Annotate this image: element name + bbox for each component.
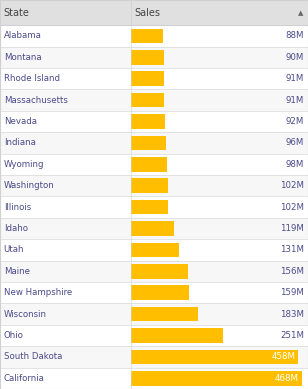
Bar	[131, 179, 168, 193]
Bar	[0, 325, 308, 346]
Bar	[0, 111, 308, 132]
Text: Washington: Washington	[4, 181, 55, 190]
Text: Wisconsin: Wisconsin	[4, 310, 47, 319]
Text: Massachusetts: Massachusetts	[4, 96, 67, 105]
Text: 98M: 98M	[286, 160, 304, 169]
Bar	[131, 243, 179, 257]
Text: Montana: Montana	[4, 53, 41, 62]
Text: 102M: 102M	[280, 203, 304, 212]
Text: California: California	[4, 374, 45, 383]
Text: Sales: Sales	[135, 8, 160, 18]
Bar	[0, 282, 308, 303]
Bar	[0, 261, 308, 282]
Text: 91M: 91M	[286, 74, 304, 83]
Text: Ohio: Ohio	[4, 331, 24, 340]
Text: New Hampshire: New Hampshire	[4, 288, 72, 297]
Text: 119M: 119M	[280, 224, 304, 233]
Text: Maine: Maine	[4, 267, 30, 276]
Text: 131M: 131M	[280, 245, 304, 254]
Bar	[0, 303, 308, 325]
Bar	[131, 93, 164, 107]
Bar	[0, 346, 308, 368]
Bar	[0, 218, 308, 239]
Text: 159M: 159M	[280, 288, 304, 297]
Bar	[0, 25, 308, 47]
Text: Idaho: Idaho	[4, 224, 28, 233]
Text: Nevada: Nevada	[4, 117, 37, 126]
Text: 91M: 91M	[286, 96, 304, 105]
Text: 251M: 251M	[280, 331, 304, 340]
Bar	[131, 286, 189, 300]
Text: Rhode Island: Rhode Island	[4, 74, 60, 83]
Bar	[0, 154, 308, 175]
Bar	[0, 196, 308, 218]
Bar	[131, 328, 223, 343]
Text: Utah: Utah	[4, 245, 24, 254]
Text: 102M: 102M	[280, 181, 304, 190]
Bar	[131, 136, 166, 150]
Text: State: State	[4, 8, 30, 18]
Bar	[131, 350, 298, 364]
Bar	[131, 200, 168, 214]
Bar	[131, 307, 198, 321]
Bar	[131, 114, 164, 129]
Bar	[131, 29, 163, 43]
Text: 458M: 458M	[271, 352, 295, 361]
Bar	[131, 50, 164, 65]
Text: 183M: 183M	[280, 310, 304, 319]
Bar	[0, 239, 308, 261]
Bar	[0, 68, 308, 89]
Bar	[131, 264, 188, 279]
Text: 90M: 90M	[286, 53, 304, 62]
Text: Wyoming: Wyoming	[4, 160, 44, 169]
Bar	[131, 221, 174, 236]
Bar	[131, 371, 302, 385]
Bar	[0, 132, 308, 154]
Text: Illinois: Illinois	[4, 203, 31, 212]
Text: Alabama: Alabama	[4, 32, 42, 40]
Bar	[0, 89, 308, 111]
Text: Indiana: Indiana	[4, 138, 35, 147]
Bar	[0, 368, 308, 389]
Bar	[0, 0, 308, 25]
Text: 96M: 96M	[286, 138, 304, 147]
Bar	[0, 175, 308, 196]
Text: South Dakota: South Dakota	[4, 352, 62, 361]
Bar	[0, 47, 308, 68]
Bar	[131, 72, 164, 86]
Text: 92M: 92M	[286, 117, 304, 126]
Bar	[131, 157, 167, 172]
Text: 88M: 88M	[286, 32, 304, 40]
Text: 156M: 156M	[280, 267, 304, 276]
Text: ▲: ▲	[298, 10, 303, 16]
Text: 468M: 468M	[275, 374, 299, 383]
